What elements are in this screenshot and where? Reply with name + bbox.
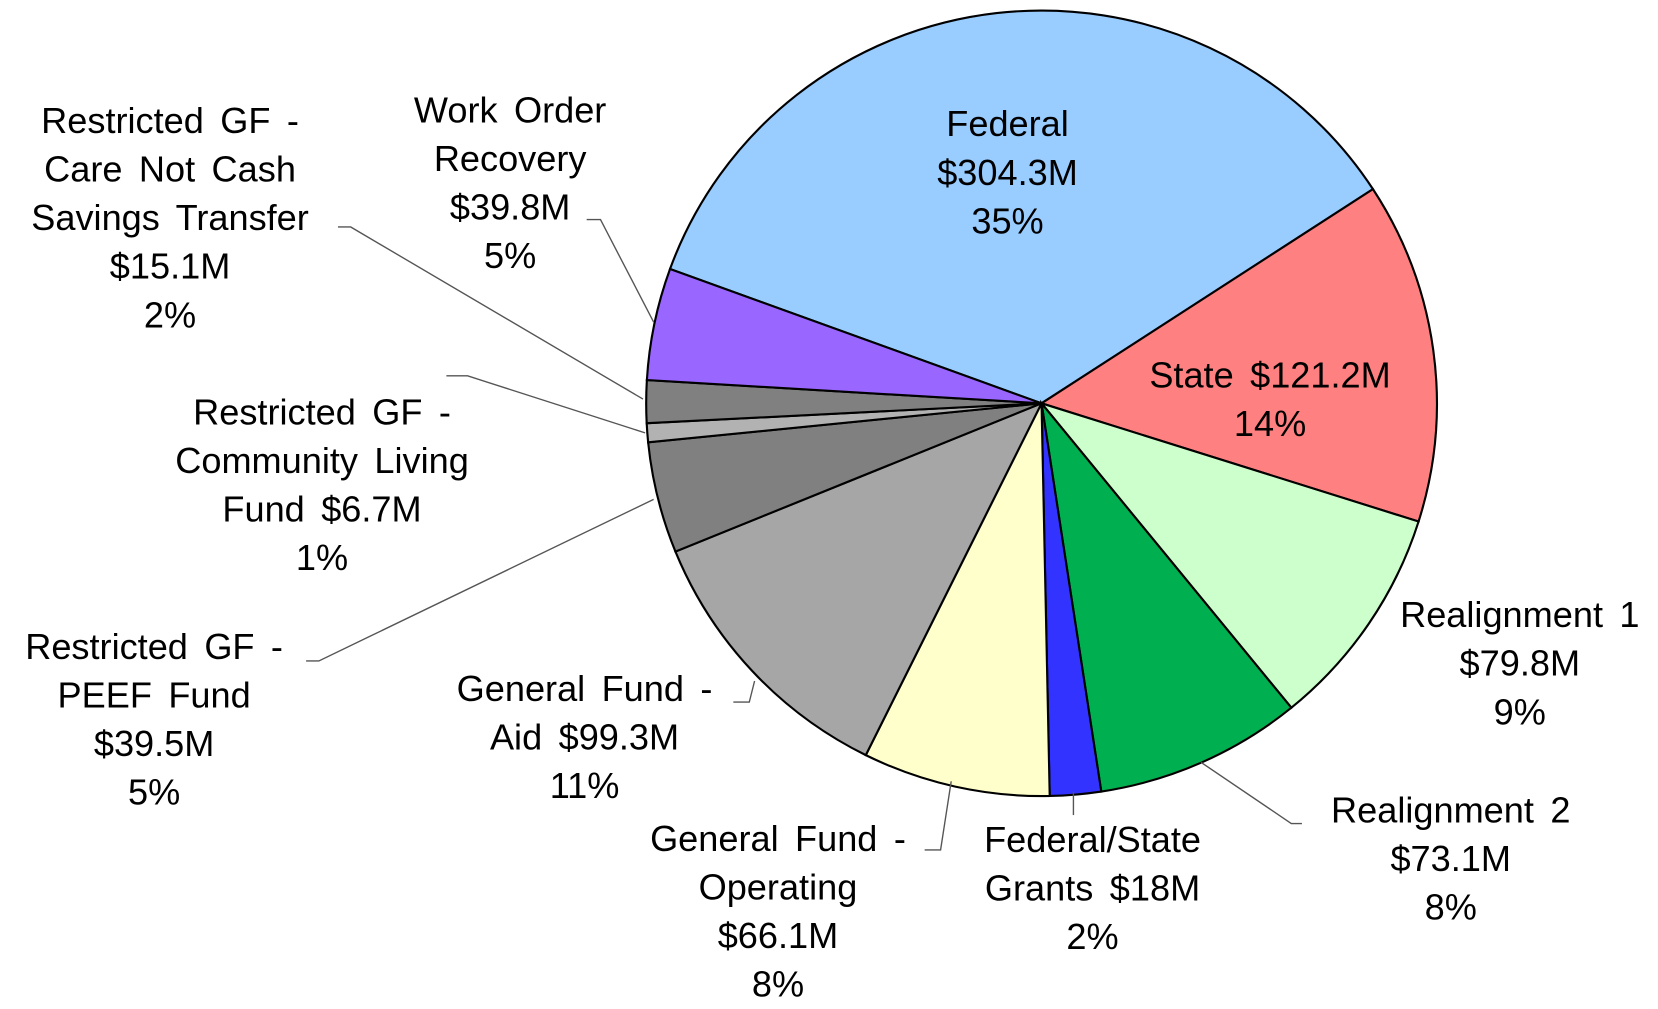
value-label: $304.3M [937,153,1078,194]
slice-label: Restricted GF - Community Living Fund $6… [152,389,492,583]
percent-label: 2% [143,295,197,336]
percent-label: 8% [751,965,805,1006]
slice-label: Realignment 1 $79.8M 9% [1360,591,1658,737]
category-label: Realignment 1 [1400,595,1640,636]
slice [674,401,1044,757]
value-label: $18M [1109,868,1201,910]
leader-line [306,498,654,662]
slice [1038,401,1420,710]
leader-lines [306,218,1302,851]
slice-label: General Fund - Operating $66.1M 8% [624,815,932,1009]
category-label: General Fund - Aid [456,669,713,759]
category-label: Realignment 2 [1331,790,1571,831]
value-label: $99.3M [558,717,680,759]
value-label: $39.5M [93,724,215,765]
value-label: $66.1M [717,916,839,957]
slice-label: Restricted GF - Care Not Cash Savings Tr… [5,97,334,340]
slice [864,402,1051,798]
percent-label: 9% [1493,692,1546,733]
slice-label: State $121.2M 14% [1100,352,1440,449]
slice-label: General Fund - Aid $99.3M 11% [430,665,738,811]
category-label: Federal/State Grants [984,820,1202,910]
slice [668,9,1375,405]
leader-line [733,680,756,703]
value-label: $79.8M [1459,644,1581,685]
value-label: $73.1M [1390,839,1511,880]
value-label: $15.1M [109,247,231,288]
slice-label: Work Order Recovery $39.8M 5% [393,87,627,281]
slice-label: Federal $304.3M 35% [848,100,1167,246]
category-label: Work Order Recovery [413,90,607,180]
category-label: State [1149,355,1234,396]
percent-label: 5% [127,772,181,813]
value-label: $121.2M [1250,355,1391,396]
percent-label: 35% [971,201,1044,242]
percent-label: 14% [1233,404,1307,445]
category-label: Restricted GF - Community Living Fund [175,392,469,531]
percent-label: 5% [484,236,537,277]
leader-line [586,218,655,323]
leader-line [446,375,646,434]
category-label: General Fund - Operating [650,819,906,908]
percent-label: 11% [549,766,620,807]
slice-label: Restricted GF - PEEF Fund $39.5M 5% [0,623,308,817]
slice [645,267,1042,405]
leader-line [1200,761,1302,825]
category-label: Federal [946,104,1069,145]
value-label: $6.7M [321,489,422,531]
percent-label: 2% [1066,917,1119,958]
value-label: $39.8M [449,187,571,229]
category-label: Restricted GF - Care Not Cash Savings Tr… [31,101,309,239]
percent-label: 8% [1424,887,1477,929]
category-label: Restricted GF - PEEF Fund [25,627,283,716]
leader-line [337,226,644,400]
slice-label: Federal/State Grants $18M 2% [949,816,1236,962]
leader-line [924,781,952,851]
slice [1039,187,1438,523]
percent-label: 1% [295,538,349,579]
slice-label: Realignment 2 $73.1M 8% [1291,787,1610,933]
